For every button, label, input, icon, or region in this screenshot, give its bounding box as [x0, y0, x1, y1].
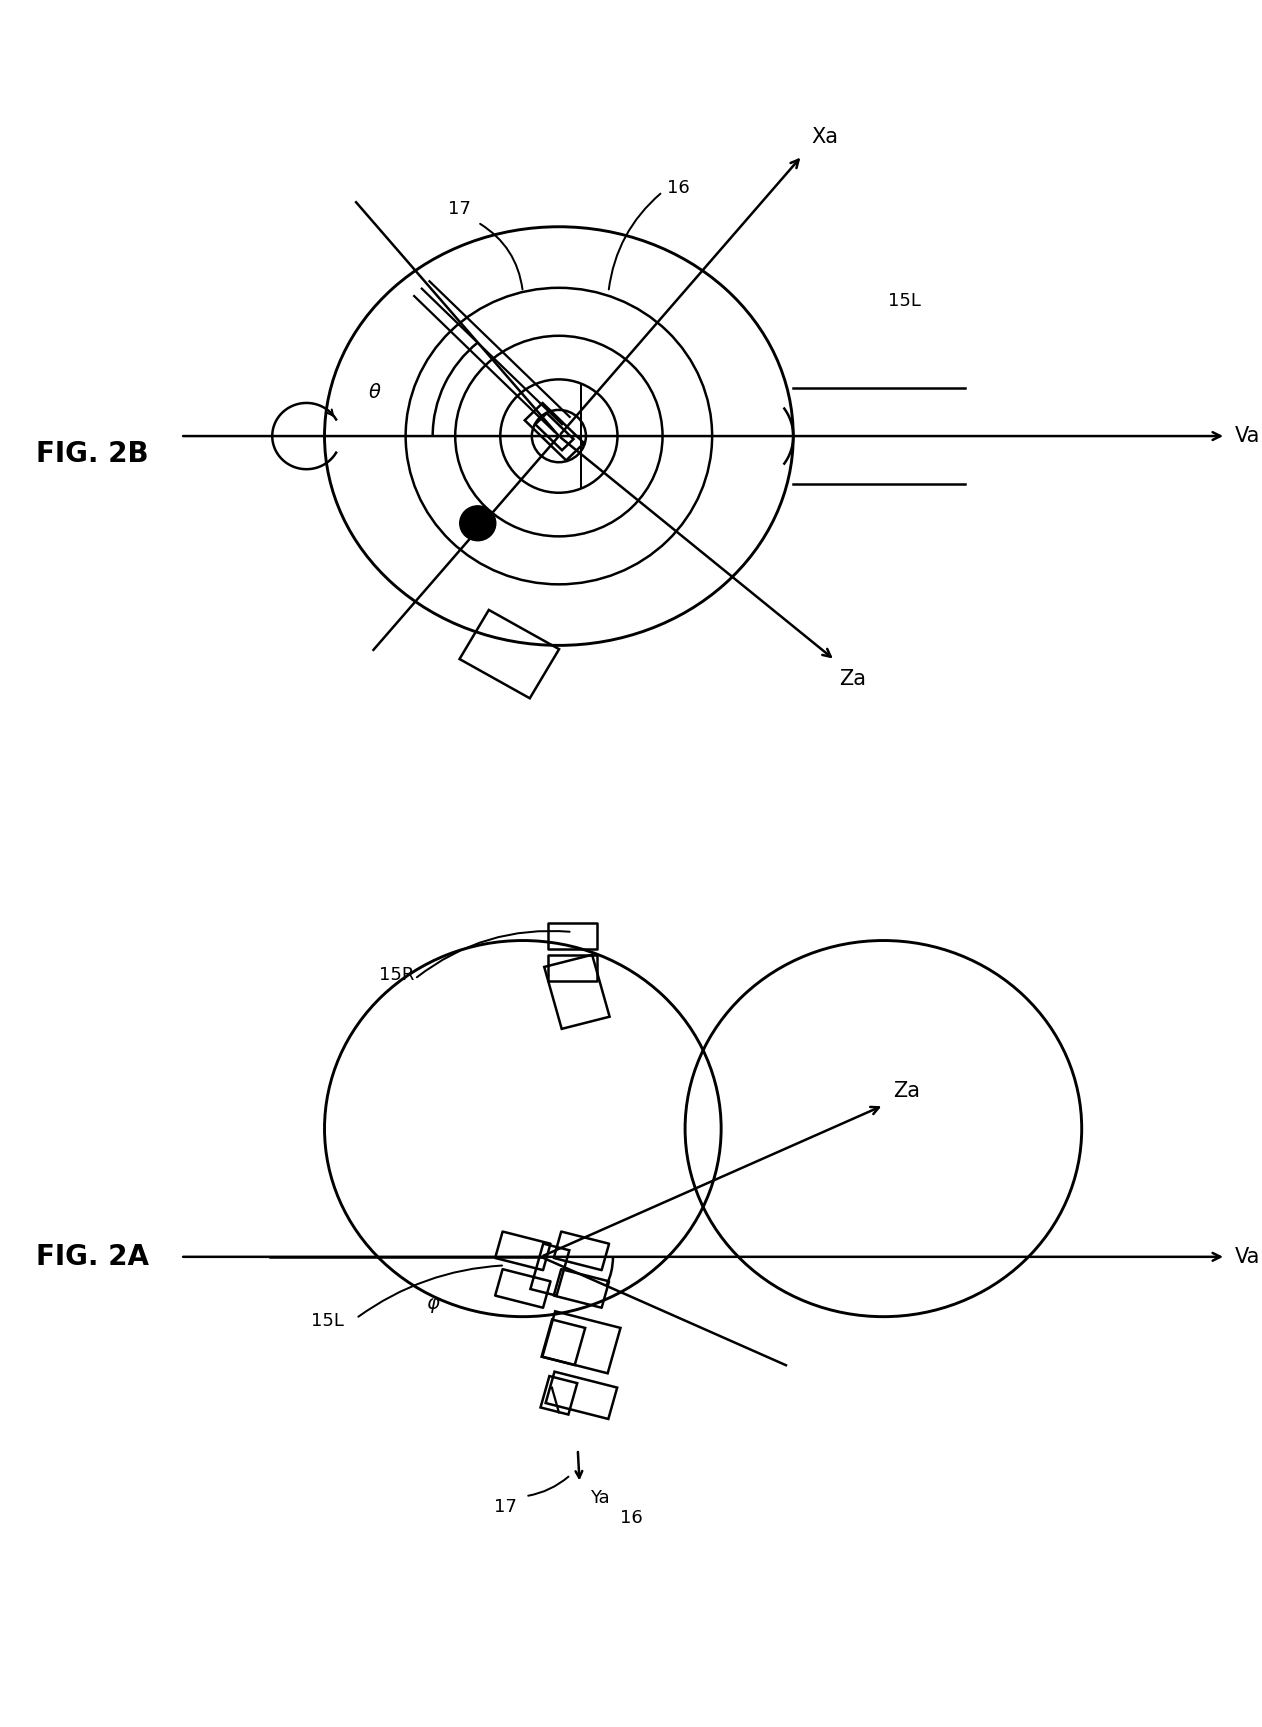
- Text: 17: 17: [493, 1497, 516, 1516]
- Text: θ: θ: [369, 383, 380, 402]
- Text: 17: 17: [448, 200, 471, 218]
- Text: 15R: 15R: [379, 965, 414, 984]
- Text: FIG. 2B: FIG. 2B: [37, 439, 149, 468]
- Text: φ: φ: [427, 1294, 439, 1313]
- Text: FIG. 2A: FIG. 2A: [37, 1243, 149, 1271]
- Text: 15L: 15L: [310, 1313, 343, 1330]
- Text: Va: Va: [1235, 1247, 1261, 1268]
- Text: Za: Za: [893, 1081, 920, 1100]
- Text: 16: 16: [668, 178, 690, 197]
- Text: Va: Va: [1235, 427, 1261, 446]
- Text: Xa: Xa: [811, 126, 838, 147]
- Text: Za: Za: [839, 668, 867, 689]
- Text: 15L: 15L: [888, 292, 921, 309]
- Text: Ya: Ya: [591, 1489, 610, 1508]
- Text: 16: 16: [620, 1509, 642, 1527]
- Circle shape: [459, 506, 496, 541]
